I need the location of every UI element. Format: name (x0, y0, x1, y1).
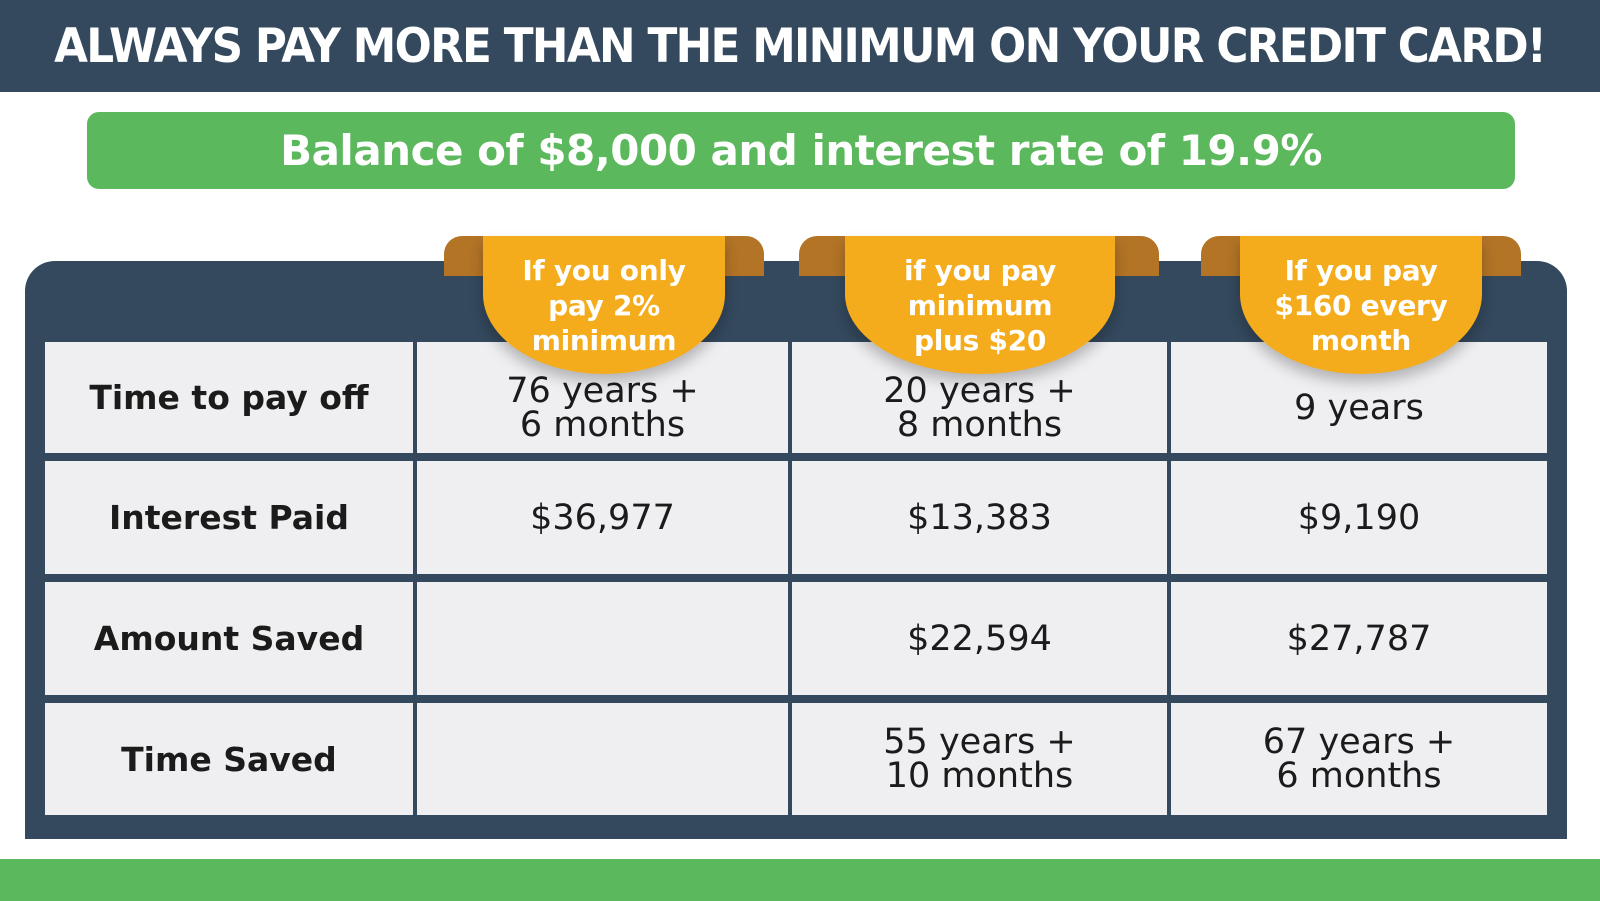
table-cell (417, 582, 788, 695)
column-header-label: If you pay $160 every month (1274, 253, 1448, 357)
column-header-ribbon: If you pay $160 every month (1240, 236, 1482, 374)
subtitle-bar: Balance of $8,000 and interest rate of 1… (87, 112, 1515, 189)
header-bar: ALWAYS PAY MORE THAN THE MINIMUM ON YOUR… (0, 0, 1600, 92)
table-cell: $22,594 (792, 582, 1167, 695)
column-header-label: if you pay minimum plus $20 (903, 253, 1057, 357)
row-label-text: Time Saved (121, 739, 337, 779)
table-cell (417, 703, 788, 815)
table-cell: $36,977 (417, 461, 788, 574)
row-label-time-saved: Time Saved (45, 703, 413, 815)
table-cell: 55 years + 10 months (792, 703, 1167, 815)
cell-value: $9,190 (1297, 497, 1421, 538)
cell-value: 67 years + 6 months (1262, 722, 1456, 796)
cell-value: 55 years + 10 months (883, 722, 1076, 796)
column-header-label: If you only pay 2% minimum (522, 253, 686, 357)
row-label-text: Interest Paid (109, 498, 349, 537)
row-label-amount-saved: Amount Saved (45, 582, 413, 695)
cell-value: 76 years + 6 months (506, 370, 699, 445)
row-label-time-to-pay-off: Time to pay off (45, 342, 413, 453)
row-label-text: Amount Saved (93, 619, 365, 658)
cell-value: $27,787 (1286, 618, 1432, 659)
row-label-interest-paid: Interest Paid (45, 461, 413, 574)
page-title: ALWAYS PAY MORE THAN THE MINIMUM ON YOUR… (54, 18, 1547, 74)
footer-bar (0, 859, 1600, 901)
table-cell: 20 years + 8 months (792, 342, 1167, 453)
column-header-ribbon: If you only pay 2% minimum (483, 236, 725, 374)
table-cell: $13,383 (792, 461, 1167, 574)
table-cell: 67 years + 6 months (1171, 703, 1547, 815)
cell-value: $13,383 (907, 497, 1052, 538)
cell-value: $36,977 (530, 497, 675, 538)
table-cell: $27,787 (1171, 582, 1547, 695)
subtitle-text: Balance of $8,000 and interest rate of 1… (280, 126, 1322, 175)
table-cell: $9,190 (1171, 461, 1547, 574)
column-header-ribbon: if you pay minimum plus $20 (845, 236, 1115, 374)
cell-value: $22,594 (907, 618, 1052, 659)
cell-value: 20 years + 8 months (883, 370, 1076, 445)
cell-value: 9 years (1294, 387, 1424, 428)
row-label-text: Time to pay off (89, 378, 369, 417)
